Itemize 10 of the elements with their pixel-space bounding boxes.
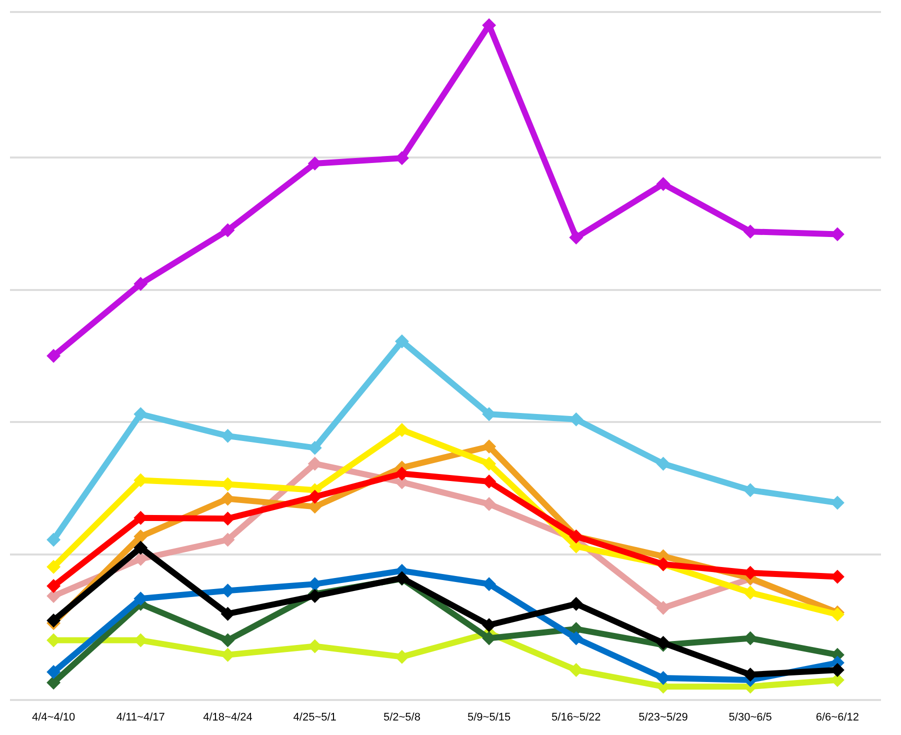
x-tick-label: 4/18~4/24 — [203, 711, 252, 724]
x-tick-label: 4/11~4/17 — [116, 711, 165, 724]
x-tick-label: 5/30~6/5 — [728, 711, 772, 724]
x-tick-label: 4/4~4/10 — [32, 711, 76, 724]
x-tick-label: 4/25~5/1 — [293, 711, 336, 724]
x-tick-label: 5/16~5/22 — [552, 711, 601, 724]
x-tick-label: 5/9~5/15 — [467, 711, 511, 724]
x-tick-label: 6/6~6/12 — [816, 711, 860, 724]
x-tick-label: 5/23~5/29 — [638, 711, 688, 724]
x-tick-label: 5/2~5/8 — [383, 711, 420, 724]
